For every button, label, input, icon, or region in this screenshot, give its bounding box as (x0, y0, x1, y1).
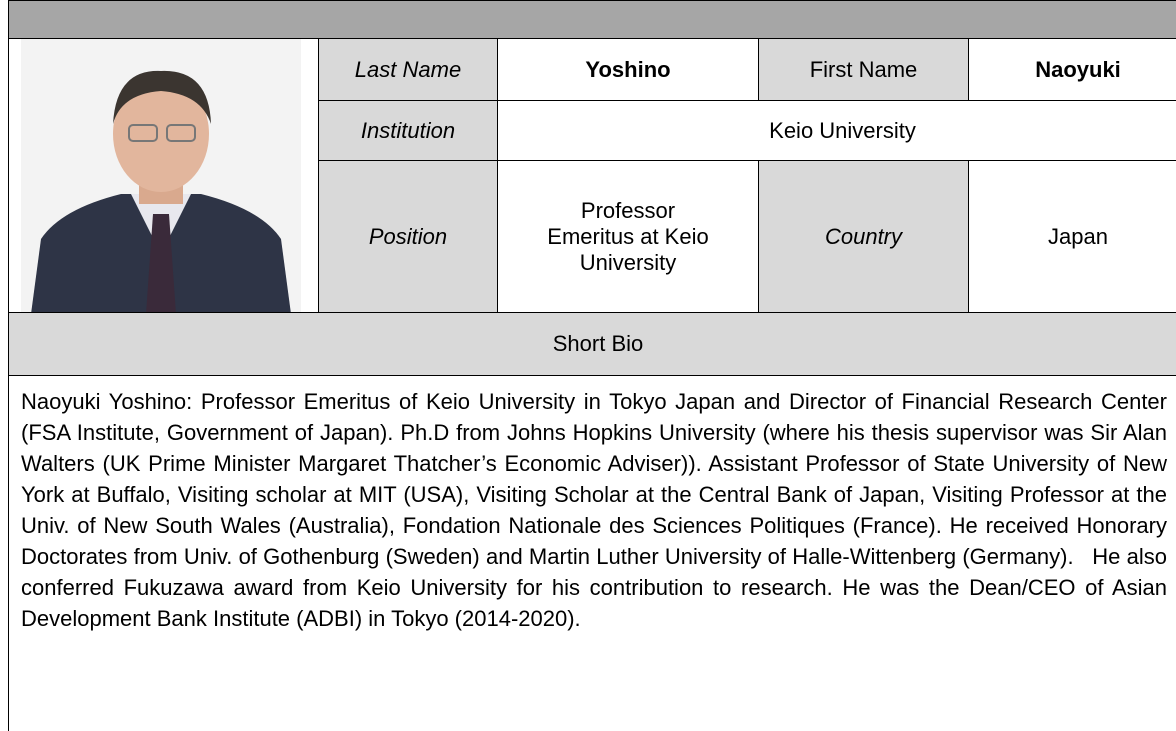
value: Naoyuki (1035, 56, 1121, 82)
label: Country (824, 223, 903, 249)
bio-text: Naoyuki Yoshino: Professor Emeritus of K… (8, 375, 1176, 731)
label: First Name (809, 56, 918, 82)
value-cell: Keio University (497, 100, 1176, 161)
label-cell: Country (758, 160, 969, 313)
header-bar (8, 0, 1176, 39)
value: Japan (1048, 223, 1108, 249)
value: Keio University (769, 117, 916, 143)
value: Yoshino (585, 56, 671, 82)
heading: Short Bio (552, 331, 644, 356)
label-cell: Last Name (318, 38, 498, 101)
value: Professor Emeritus at Keio University (547, 197, 709, 275)
value-cell: Professor Emeritus at Keio University (497, 160, 759, 313)
label-cell: First Name (758, 38, 969, 101)
photo-cell (8, 38, 319, 314)
section-heading: Short Bio (8, 312, 1176, 376)
photo (21, 39, 301, 314)
value-cell: Japan (968, 160, 1176, 313)
label: Position (368, 223, 448, 249)
label-cell: Institution (318, 100, 498, 161)
value-cell: Naoyuki (968, 38, 1176, 101)
label: Last Name (354, 56, 462, 82)
label-cell: Position (318, 160, 498, 313)
value-cell: Yoshino (497, 38, 759, 101)
label: Institution (360, 117, 456, 143)
